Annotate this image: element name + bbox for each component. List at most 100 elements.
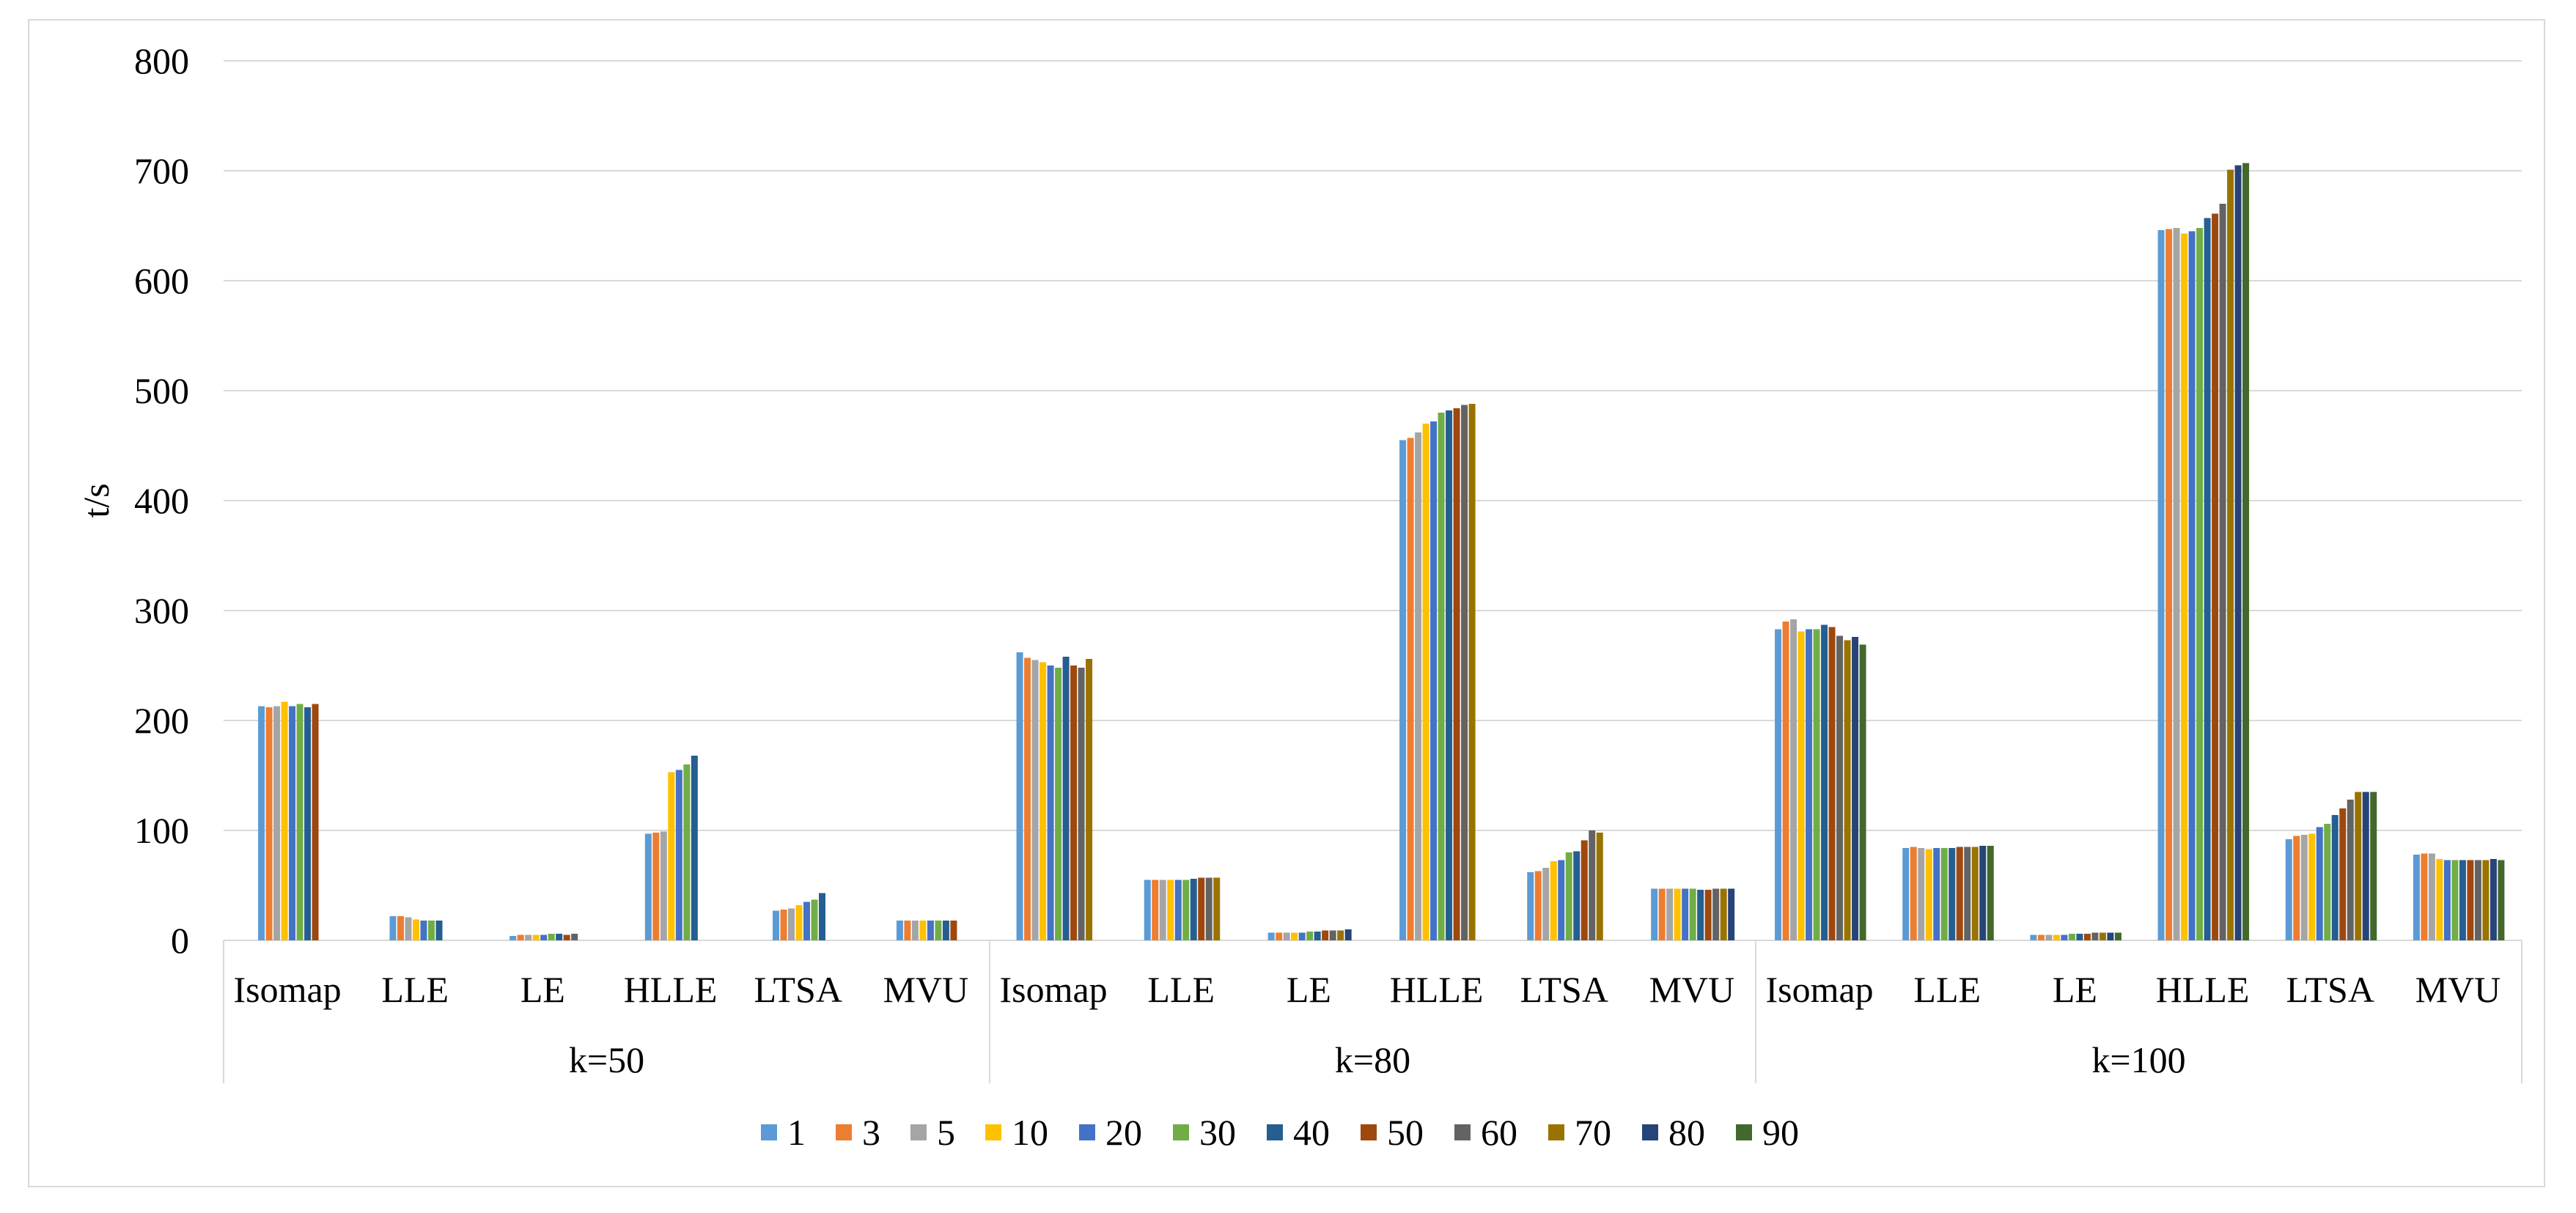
bar-k=100-MVU-series-80 xyxy=(2489,859,2497,940)
bar-k=50-LLE-series-20 xyxy=(420,921,427,940)
bar-k=50-LLE-series-5 xyxy=(405,917,412,940)
bar-k=50-LTSA-series-40 xyxy=(819,893,825,940)
bar-k=80-LTSA-series-5 xyxy=(1542,868,1550,940)
bar-k=100-LE-series-1 xyxy=(2030,934,2037,940)
bar-k=100-Isomap-series-5 xyxy=(1790,619,1797,940)
bar-k=50-MVU-series-5 xyxy=(911,921,919,940)
bar-k=50-Isomap-series-10 xyxy=(281,701,288,940)
bar-k=50-LE-series-50 xyxy=(563,934,570,940)
bar-k=80-LE-series-40 xyxy=(1314,932,1321,940)
bar-k=80-MVU-series-50 xyxy=(1704,890,1712,940)
bar-k=100-LE-series-50 xyxy=(2083,934,2091,940)
bar-k=100-LLE-series-50 xyxy=(1956,847,1963,940)
chart-frame xyxy=(28,19,2545,1187)
bar-k=100-LTSA-series-90 xyxy=(2370,792,2377,940)
category-label-k=100-LTSA: LTSA xyxy=(2286,969,2374,1010)
bar-k=80-LLE-series-3 xyxy=(1152,880,1159,940)
bar-k=100-MVU-series-90 xyxy=(2498,860,2505,940)
legend-swatch-1 xyxy=(761,1124,777,1140)
bar-k=50-LTSA-series-20 xyxy=(803,902,810,940)
bar-k=50-MVU-series-10 xyxy=(919,921,927,940)
category-label-k=80-Isomap: Isomap xyxy=(999,969,1107,1010)
bar-k=80-LE-series-20 xyxy=(1298,932,1306,940)
bar-k=100-HLLE-series-50 xyxy=(2212,213,2219,940)
bar-k=80-HLLE-series-20 xyxy=(1430,421,1438,940)
bar-k=80-MVU-series-80 xyxy=(1728,888,1735,940)
bar-k=50-LTSA-series-30 xyxy=(811,899,818,940)
bar-k=80-HLLE-series-70 xyxy=(1468,404,1476,940)
bar-k=100-LE-series-90 xyxy=(2114,932,2121,940)
bar-k=100-MVU-series-1 xyxy=(2413,855,2420,940)
bar-k=100-MVU-series-60 xyxy=(2474,860,2481,940)
bar-k=100-LLE-series-60 xyxy=(1964,847,1971,940)
legend-swatch-90 xyxy=(1736,1124,1752,1140)
bar-k=100-HLLE-series-5 xyxy=(2173,228,2180,940)
bar-k=80-LLE-series-50 xyxy=(1198,877,1205,940)
bar-k=80-LE-series-5 xyxy=(1283,932,1290,940)
bar-k=100-LLE-series-5 xyxy=(1918,848,1925,940)
bar-k=100-MVU-series-3 xyxy=(2421,853,2428,940)
bar-k=100-LE-series-80 xyxy=(2107,932,2114,940)
bar-k=80-Isomap-series-30 xyxy=(1055,668,1062,940)
bar-k=50-LLE-series-40 xyxy=(435,921,443,940)
bar-k=80-LLE-series-70 xyxy=(1213,877,1221,940)
bar-k=80-LTSA-series-60 xyxy=(1589,830,1596,940)
bar-k=50-LLE-series-3 xyxy=(397,916,404,940)
legend-label-60: 60 xyxy=(1481,1112,1517,1153)
bar-k=50-Isomap-series-40 xyxy=(304,707,312,940)
bar-k=80-MVU-series-1 xyxy=(1651,888,1658,940)
bar-k=50-HLLE-series-30 xyxy=(683,764,691,940)
bar-k=100-HLLE-series-60 xyxy=(2219,204,2226,940)
legend-swatch-30 xyxy=(1173,1124,1189,1140)
bar-k=100-LE-series-70 xyxy=(2099,932,2106,940)
bar-k=80-LLE-series-60 xyxy=(1205,877,1212,940)
bar-k=50-LE-series-60 xyxy=(571,934,578,940)
bar-k=80-HLLE-series-3 xyxy=(1407,438,1414,940)
bar-k=100-HLLE-series-10 xyxy=(2181,233,2188,940)
bar-k=100-LTSA-series-3 xyxy=(2293,836,2300,940)
bar-k=80-HLLE-series-60 xyxy=(1461,405,1468,940)
bar-k=100-MVU-series-20 xyxy=(2443,860,2451,940)
bar-k=100-HLLE-series-30 xyxy=(2196,228,2204,940)
bar-k=50-LTSA-series-3 xyxy=(780,910,787,940)
bar-k=50-Isomap-series-30 xyxy=(296,704,303,940)
bar-k=50-LLE-series-1 xyxy=(389,916,397,940)
bar-k=100-LLE-series-30 xyxy=(1940,848,1948,940)
bar-k=100-HLLE-series-70 xyxy=(2227,169,2234,940)
bar-k=80-LE-series-3 xyxy=(1276,932,1283,940)
category-label-k=100-MVU: MVU xyxy=(2415,969,2501,1010)
category-label-k=80-LE: LE xyxy=(1287,969,1331,1010)
legend-label-20: 20 xyxy=(1105,1112,1142,1153)
category-label-k=50-LE: LE xyxy=(520,969,565,1010)
bar-k=80-LE-series-70 xyxy=(1337,930,1344,940)
bar-k=100-MVU-series-5 xyxy=(2428,853,2435,940)
y-axis-title: t/s xyxy=(76,483,117,517)
bar-k=100-LE-series-20 xyxy=(2061,934,2068,940)
bar-k=80-LE-series-10 xyxy=(1291,932,1298,940)
y-tick-label-400: 400 xyxy=(134,480,189,521)
bar-k=100-Isomap-series-30 xyxy=(1813,629,1820,940)
bar-k=50-HLLE-series-1 xyxy=(644,833,652,940)
bar-k=50-LE-series-1 xyxy=(509,936,517,940)
bar-k=50-LE-series-5 xyxy=(525,934,532,940)
bar-k=50-Isomap-series-20 xyxy=(289,706,296,940)
legend-label-5: 5 xyxy=(937,1112,955,1153)
legend-swatch-70 xyxy=(1548,1124,1564,1140)
bar-k=80-HLLE-series-1 xyxy=(1399,440,1407,940)
bar-k=80-LE-series-80 xyxy=(1344,929,1352,940)
bar-k=100-LE-series-60 xyxy=(2091,932,2099,940)
legend-swatch-40 xyxy=(1267,1124,1283,1140)
bar-k=50-LLE-series-30 xyxy=(428,921,435,940)
bar-k=80-LTSA-series-40 xyxy=(1573,851,1580,940)
bar-k=80-LLE-series-30 xyxy=(1182,880,1190,940)
legend-swatch-20 xyxy=(1079,1124,1095,1140)
bar-k=50-HLLE-series-40 xyxy=(691,756,698,940)
y-tick-label-100: 100 xyxy=(134,810,189,851)
bar-k=100-LE-series-30 xyxy=(2068,934,2075,940)
group-label-k=80: k=80 xyxy=(1335,1039,1410,1080)
bar-k=100-LTSA-series-5 xyxy=(2300,835,2308,940)
bar-k=80-LLE-series-20 xyxy=(1174,880,1182,940)
bar-k=100-HLLE-series-20 xyxy=(2188,231,2196,940)
bar-k=80-MVU-series-30 xyxy=(1689,888,1696,940)
